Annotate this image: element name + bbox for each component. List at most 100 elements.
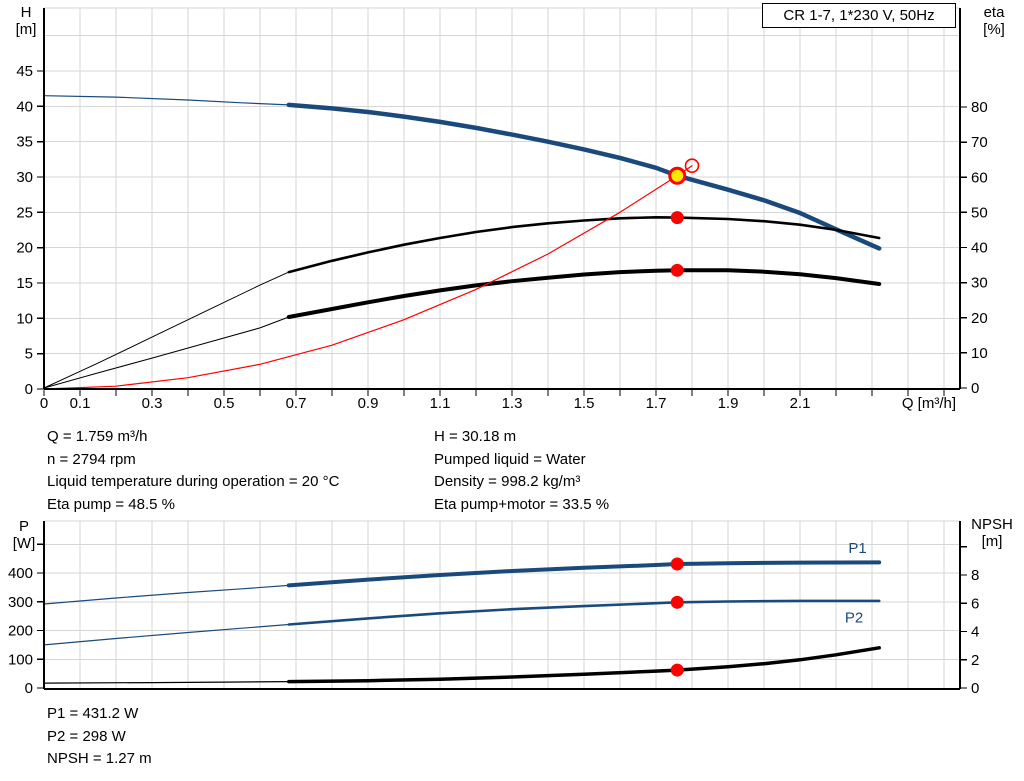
x-axis-label: Q [m³/h] bbox=[902, 395, 956, 412]
left-tick-label: 5 bbox=[25, 346, 33, 363]
h-axis-unit: [m] bbox=[15, 21, 37, 38]
left-tick-label: 25 bbox=[16, 204, 33, 221]
left-tick-label: 0 bbox=[25, 381, 33, 398]
info-line-speed: n = 2794 rpm bbox=[47, 450, 136, 468]
left-tick-label: 400 bbox=[8, 565, 33, 582]
chart-power: 0 100 200 300 400 0 2 4 6 8 P1 P2 bbox=[8, 520, 979, 697]
eta-pump-point bbox=[670, 211, 684, 225]
gridlines bbox=[44, 520, 960, 689]
h-q-curve bbox=[43, 95, 290, 106]
info-line-p2: P2 = 298 W bbox=[47, 727, 126, 745]
npsh-axis-symbol: NPSH bbox=[971, 516, 1013, 533]
duty-info-right-column: H = 30.18 m Pumped liquid = Water Densit… bbox=[434, 426, 609, 516]
right-tick-label: 20 bbox=[971, 310, 988, 327]
npsh-point bbox=[670, 663, 684, 677]
right-tick-label: 10 bbox=[971, 345, 988, 362]
info-line-eta-total: Eta pump+motor = 33.5 % bbox=[434, 495, 610, 513]
left-tick-label: 35 bbox=[16, 134, 33, 151]
info-line-head: H = 30.18 m bbox=[434, 428, 517, 445]
tick-labels: 0 0.1 0.3 0.5 0.7 0.9 1.1 1.3 1.5 1.7 1.9 2.1 Q [m³/… bbox=[16, 63, 987, 412]
x-tick-label: 0.9 bbox=[358, 395, 379, 412]
chart-hq: 0 0.1 0.3 0.5 0.7 0.9 1.1 1.3 1.5 1.7 1.9 2.1 Q [m³/… bbox=[16, 7, 988, 412]
right-tick-label: 2 bbox=[971, 652, 979, 669]
tick-marks bbox=[37, 543, 967, 689]
x-tick-label: 1.5 bbox=[574, 395, 595, 412]
p1-point bbox=[670, 557, 684, 571]
curve-label-p2: P2 bbox=[845, 609, 863, 626]
eta-axis-unit: [%] bbox=[983, 21, 1005, 38]
axes bbox=[43, 8, 961, 390]
left-tick-label: 45 bbox=[16, 63, 33, 80]
left-tick-label: 20 bbox=[16, 240, 33, 257]
left-tick-label: 0 bbox=[25, 680, 33, 697]
x-tick-label: 0.5 bbox=[214, 395, 235, 412]
x-tick-label: 1.9 bbox=[718, 395, 739, 412]
right-tick-label: 70 bbox=[971, 134, 988, 151]
left-tick-label: 200 bbox=[8, 623, 33, 640]
x-tick-label: 0.1 bbox=[70, 395, 91, 412]
info-line-liquid: Pumped liquid = Water bbox=[434, 450, 586, 468]
p-axis-header: P [W] bbox=[6, 518, 42, 552]
h-q-curve bbox=[286, 102, 882, 251]
info-line-density: Density = 998.2 kg/m³ bbox=[434, 473, 581, 490]
left-tick-label: 30 bbox=[16, 169, 33, 186]
npsh-curve bbox=[287, 646, 881, 684]
axes bbox=[43, 521, 961, 690]
x-tick-label: 0 bbox=[40, 395, 48, 412]
eta-pump-curve bbox=[43, 271, 290, 389]
eta-pump-motor-point bbox=[670, 263, 684, 277]
info-line-npsh: NPSH = 1.27 m bbox=[47, 750, 152, 767]
npsh-curve bbox=[43, 681, 290, 684]
p1-curve bbox=[286, 560, 882, 588]
right-tick-label: 50 bbox=[971, 204, 988, 221]
x-tick-label: 1.3 bbox=[502, 395, 523, 412]
gridlines bbox=[44, 7, 960, 389]
tick-marks bbox=[37, 70, 967, 396]
left-tick-label: 100 bbox=[8, 651, 33, 668]
eta-pump-curve bbox=[287, 216, 881, 274]
left-tick-label: 40 bbox=[16, 98, 33, 115]
x-tick-label: 1.7 bbox=[646, 395, 667, 412]
system-curve bbox=[43, 165, 693, 390]
right-tick-label: 40 bbox=[971, 240, 988, 257]
requested-duty-point bbox=[684, 158, 700, 173]
eta-pump-motor-curve bbox=[43, 316, 290, 389]
info-line-q: Q = 1.759 m³/h bbox=[47, 428, 148, 445]
info-line-temperature: Liquid temperature during operation = 20… bbox=[47, 473, 340, 490]
x-tick-label: 0.3 bbox=[142, 395, 163, 412]
right-tick-label: 80 bbox=[971, 99, 988, 116]
p1-curve bbox=[43, 584, 290, 605]
tick-labels: 0 100 200 300 400 0 2 4 6 8 bbox=[8, 565, 979, 697]
p2-curve bbox=[287, 599, 881, 626]
right-tick-label: 4 bbox=[971, 624, 979, 641]
right-tick-label: 60 bbox=[971, 169, 988, 186]
left-tick-label: 15 bbox=[16, 275, 33, 292]
duty-info-left-column: Q = 1.759 m³/h n = 2794 rpm Liquid tempe… bbox=[47, 426, 339, 516]
eta-axis-header: eta [%] bbox=[966, 4, 1022, 38]
info-line-p1: P1 = 431.2 W bbox=[47, 705, 139, 722]
pump-model-title-box: CR 1-7, 1*230 V, 50Hz bbox=[762, 3, 956, 28]
left-tick-label: 300 bbox=[8, 594, 33, 611]
p2-point bbox=[670, 595, 684, 609]
h-axis-symbol: H bbox=[20, 4, 32, 21]
info-line-eta-pump: Eta pump = 48.5 % bbox=[47, 495, 175, 513]
p-axis-symbol: P bbox=[18, 518, 29, 535]
npsh-axis-header: NPSH [m] bbox=[962, 516, 1022, 550]
right-tick-label: 6 bbox=[971, 595, 979, 612]
right-tick-label: 30 bbox=[971, 275, 988, 292]
x-tick-label: 0.7 bbox=[286, 395, 307, 412]
h-axis-header: H [m] bbox=[8, 4, 44, 38]
duty-point bbox=[668, 166, 687, 185]
p-axis-unit: [W] bbox=[12, 535, 36, 552]
eta-axis-symbol: eta bbox=[983, 4, 1005, 21]
npsh-axis-unit: [m] bbox=[981, 533, 1003, 550]
right-tick-label: 0 bbox=[971, 680, 979, 697]
x-tick-label: 2.1 bbox=[790, 395, 811, 412]
p2-curve bbox=[43, 623, 290, 646]
power-info-column: P1 = 431.2 W P2 = 298 W NPSH = 1.27 m bbox=[47, 703, 152, 771]
left-tick-label: 10 bbox=[16, 310, 33, 327]
eta-pump-motor-curve bbox=[286, 268, 882, 319]
curve-label-p1: P1 bbox=[848, 540, 866, 557]
